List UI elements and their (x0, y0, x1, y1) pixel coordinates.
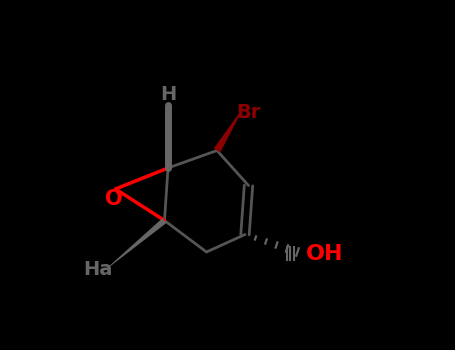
Text: Br: Br (236, 103, 261, 121)
Text: H: H (160, 85, 176, 104)
Text: Ha: Ha (83, 260, 113, 279)
Text: OH: OH (306, 244, 344, 264)
Polygon shape (101, 218, 167, 273)
Polygon shape (214, 105, 245, 153)
Text: O: O (105, 189, 122, 210)
